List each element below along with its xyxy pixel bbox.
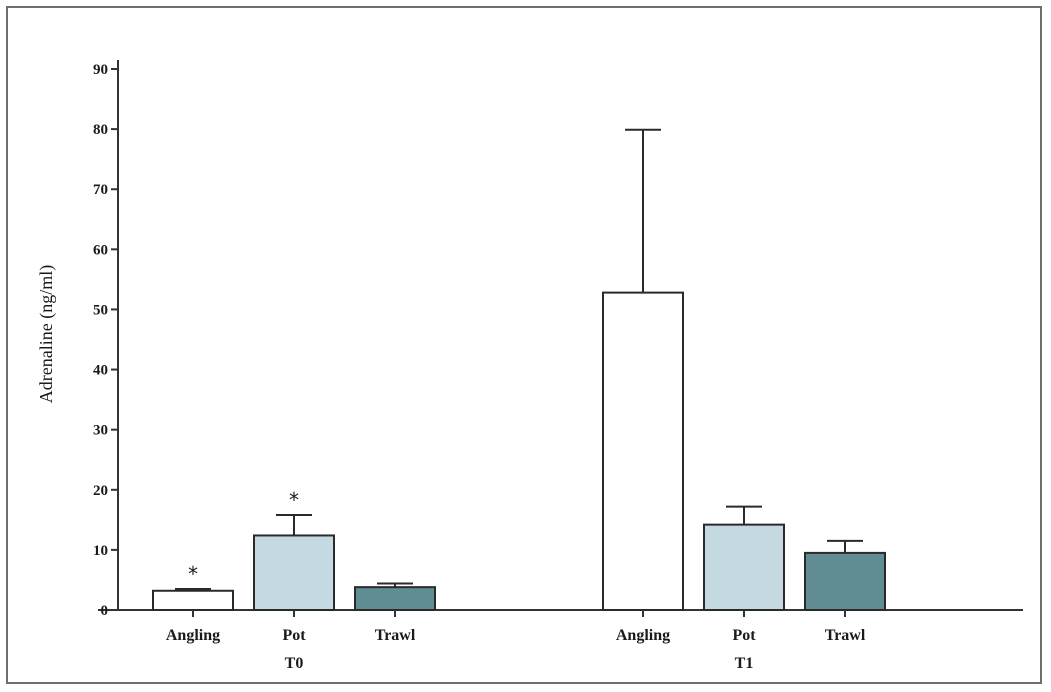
- significance-marker: *: [188, 562, 198, 586]
- y-tick-label: 20: [93, 483, 108, 499]
- bar: [703, 523, 785, 611]
- x-category-label: Trawl: [375, 627, 416, 644]
- y-tick-label: 30: [93, 423, 108, 439]
- x-category-label: Pot: [732, 627, 756, 644]
- significance-marker: *: [289, 488, 299, 512]
- x-category-label: Angling: [616, 627, 670, 644]
- x-group-label: T0: [285, 655, 304, 672]
- y-tick-label: 80: [93, 122, 108, 138]
- y-tick-label: 90: [93, 62, 108, 78]
- bar: [253, 534, 335, 611]
- bar: [602, 291, 684, 611]
- bar: [804, 551, 886, 612]
- axes: [98, 60, 1023, 611]
- y-tick-label: 60: [93, 242, 108, 258]
- bar: [152, 589, 234, 612]
- bars: **: [152, 128, 886, 617]
- y-tick-label: 0: [101, 603, 109, 619]
- x-category-label: Trawl: [825, 627, 866, 644]
- chart-frame: 0 10 20 30 40 50 60 70 80 90 * * Angling Pot Trawl T0…: [6, 6, 1042, 684]
- bar: [354, 586, 436, 611]
- y-tick-label: 70: [93, 182, 108, 198]
- y-tick-label: 50: [93, 302, 108, 318]
- x-category-label: Angling: [166, 627, 220, 644]
- y-axis-ticks: 0 10 20 30 40 50 60 70 80 90: [93, 62, 118, 619]
- y-axis-title: Adrenaline (ng/ml): [36, 265, 57, 403]
- x-category-label: Pot: [282, 627, 306, 644]
- y-tick-label: 40: [93, 363, 108, 379]
- x-group-label: T1: [735, 655, 754, 672]
- category-labels: Angling Pot Trawl T0 Angling Pot Trawl T1: [166, 627, 866, 672]
- y-tick-label: 10: [93, 543, 108, 559]
